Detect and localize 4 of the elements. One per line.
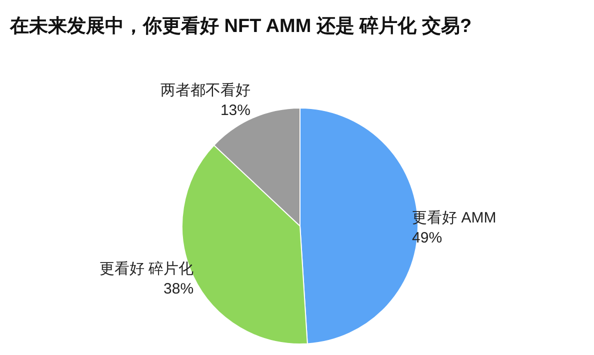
slice-label: 两者都不看好 bbox=[160, 82, 250, 100]
chart-title: 在未来发展中，你更看好 NFT AMM 还是 碎片化 交易? bbox=[9, 15, 472, 37]
data-label: 38% bbox=[164, 280, 194, 298]
data-label: 13% bbox=[220, 102, 250, 120]
